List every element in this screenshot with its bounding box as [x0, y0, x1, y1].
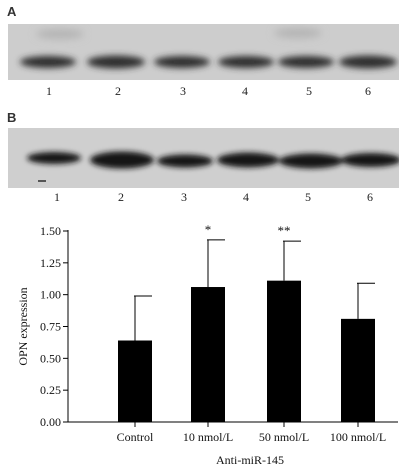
significance-marker: * [205, 222, 212, 237]
x-tick-label: 50 nmol/L [259, 430, 309, 444]
lane-label: 5 [306, 84, 312, 98]
lane-label: 1 [54, 190, 60, 204]
y-tick-label: 1.50 [40, 224, 61, 238]
lane-label: 2 [118, 190, 124, 204]
x-tick-label: 10 nmol/L [183, 430, 233, 444]
lane-label: 6 [367, 190, 373, 204]
lane-label: 6 [365, 84, 371, 98]
y-tick-label: 0.50 [40, 351, 61, 365]
western-blot-a [8, 24, 399, 80]
y-tick-label: 0.00 [40, 415, 61, 429]
lane-label: 2 [115, 84, 121, 98]
lane-label: 4 [243, 190, 249, 204]
bar [341, 318, 375, 422]
western-blot-b [8, 128, 399, 188]
lane-label: 5 [305, 190, 311, 204]
western-blot-b-image [8, 128, 399, 188]
bar [118, 340, 152, 422]
lane-label: 1 [46, 84, 52, 98]
y-tick-label: 0.25 [40, 383, 61, 397]
bar [267, 280, 301, 422]
x-tick-label: 100 nmol/L [330, 430, 386, 444]
bar [191, 287, 225, 422]
x-tick-label: Control [117, 430, 154, 444]
y-tick-label: 0.75 [40, 320, 61, 334]
x-axis-label: Anti-miR-145 [216, 453, 284, 467]
western-blot-a-image [8, 24, 399, 80]
panel-b-label: B [7, 110, 17, 125]
lane-label: 4 [242, 84, 248, 98]
y-tick-label: 1.00 [40, 288, 61, 302]
y-tick-label: 1.25 [40, 256, 61, 270]
y-axis-label: OPN expression [16, 287, 30, 365]
significance-marker: ** [278, 223, 291, 238]
lane-label: 3 [180, 84, 186, 98]
panel-a-label: A [7, 4, 17, 19]
lane-label: 3 [181, 190, 187, 204]
